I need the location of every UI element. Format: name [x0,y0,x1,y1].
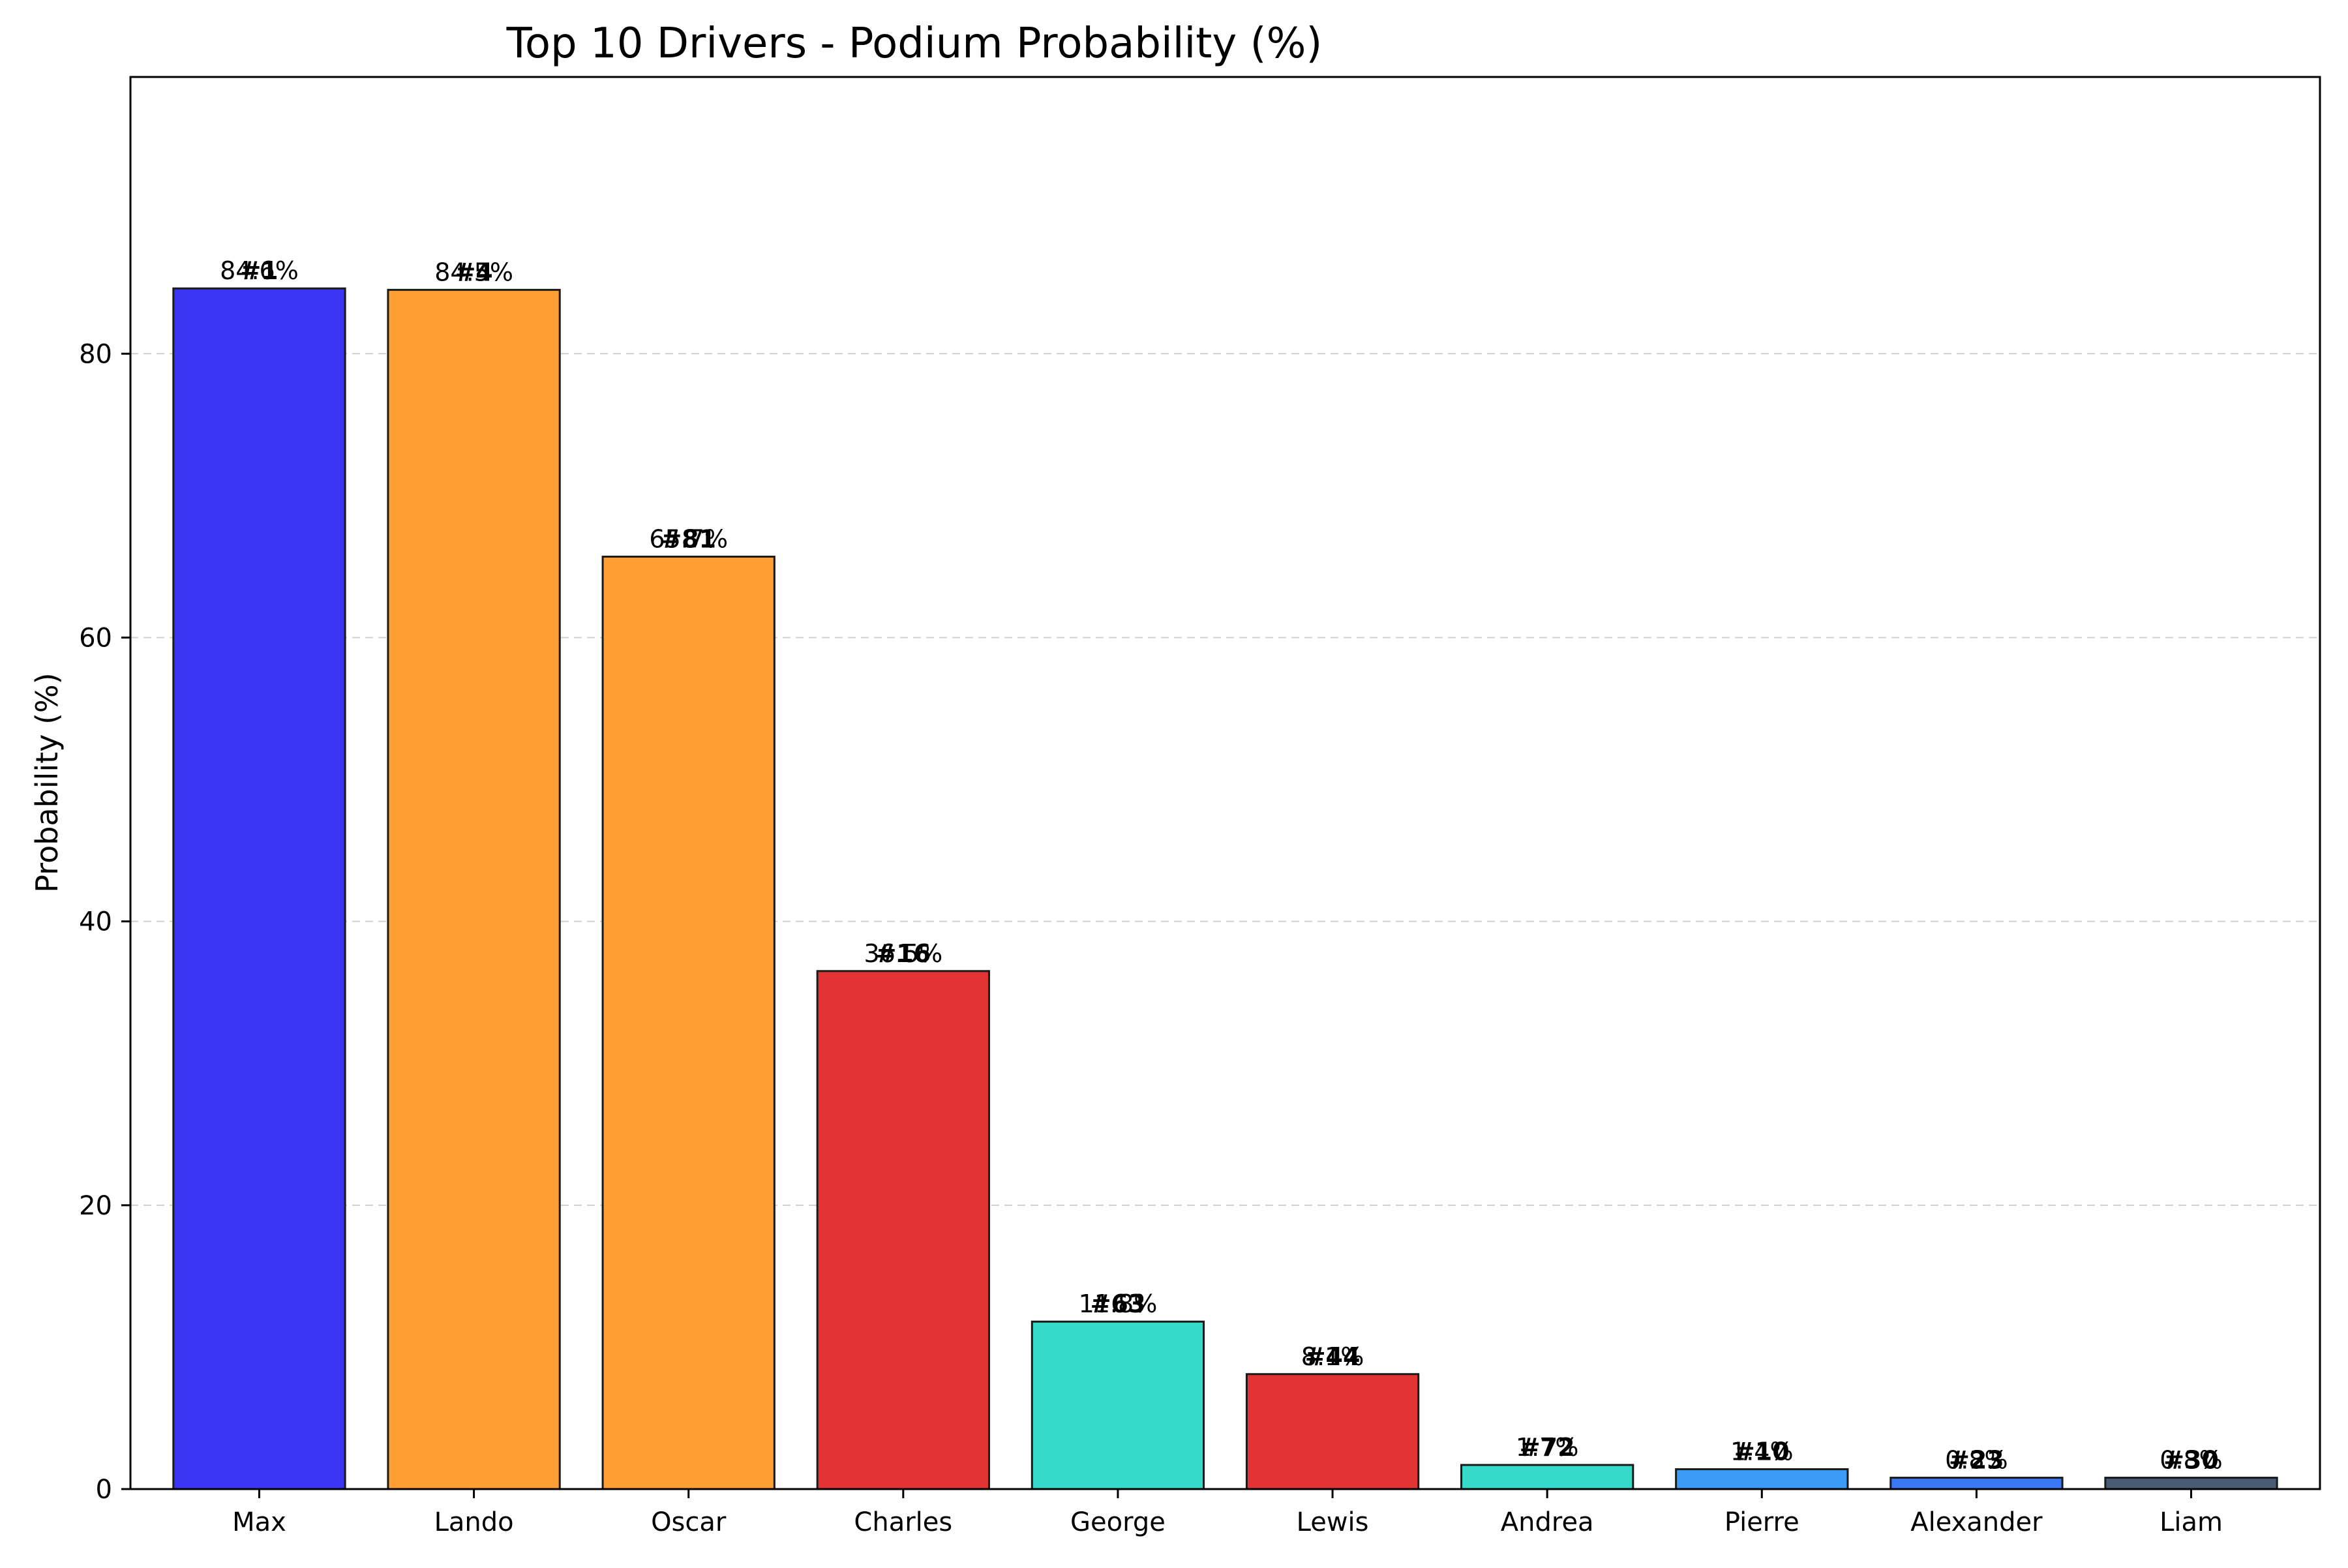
bar-george [1031,1320,1205,1490]
bar-value-label: 84.5% [434,258,513,286]
chart-title: Top 10 Drivers - Podium Probability (%) [506,20,1323,68]
x-tick-label: Alexander [1910,1507,2043,1537]
x-tick-label: Lewis [1297,1507,1369,1537]
x-tick-label: Max [232,1507,286,1537]
y-tick-label: 20 [79,1191,112,1221]
bar-liam [2104,1477,2278,1490]
bar-number-label: #44 [1305,1342,1361,1371]
bar-andrea [1460,1464,1634,1490]
bar-value-label: 84.6% [220,256,299,285]
bar-charles [816,970,990,1490]
x-tick-label: Pierre [1724,1507,1799,1537]
y-tick-label: 80 [79,339,112,369]
bar-number-label: #63 [1091,1289,1146,1318]
bar-number-label: #16 [875,939,931,968]
y-tick-label: 0 [96,1475,112,1505]
bar-oscar [601,555,775,1490]
bar-value-label: 11.8% [1079,1289,1158,1318]
bar-value-label: 0.8% [1945,1446,2008,1475]
bar-value-label: 8.1% [1301,1342,1364,1371]
bar-number-label: #10 [1734,1438,1790,1466]
x-tick-label: Charles [854,1507,952,1537]
bar-value-label: 1.4% [1730,1438,1794,1466]
x-tick-label: Oscar [651,1507,727,1537]
bar-number-label: #81 [661,524,716,553]
bar-pierre [1675,1468,1849,1490]
bar-max [172,287,346,1490]
y-tick-label: 40 [79,907,112,937]
bar-number-label: #30 [2163,1446,2219,1475]
plot-area-frame [129,76,2321,1490]
x-axis-ticks: Max Lando Oscar Charles George Lewis Andrea Pie… [232,1489,2223,1537]
y-axis-label: Probability (%) [29,672,65,892]
x-tick-label: Andrea [1501,1507,1594,1537]
bars [172,287,2278,1490]
x-tick-label: George [1070,1507,1166,1537]
bar-number-label: #4 [455,258,492,286]
bar-value-label: 36.5% [864,939,942,968]
y-tick-label: 60 [79,623,112,653]
y-axis-ticks: 0 20 40 60 80 [79,339,130,1505]
bar-number-label: #72 [1520,1433,1575,1462]
x-tick-label: Lando [434,1507,514,1537]
bar-number-label: #23 [1949,1446,2004,1475]
bar-value-label: 65.7% [649,524,728,553]
bar-alexander [1889,1477,2064,1490]
bar-number-label: #1 [240,256,278,285]
bar-lewis [1245,1373,1420,1490]
bar-value-label: 0.8% [2160,1446,2223,1475]
bar-labels: 84.6%#1 84.5%#4 65.7%#81 36.5%#16 11.8%#63 8.… [220,256,2223,1474]
bar-lando [387,288,561,1490]
bar-value-label: 1.7% [1516,1433,1579,1462]
x-tick-label: Liam [2160,1507,2223,1537]
